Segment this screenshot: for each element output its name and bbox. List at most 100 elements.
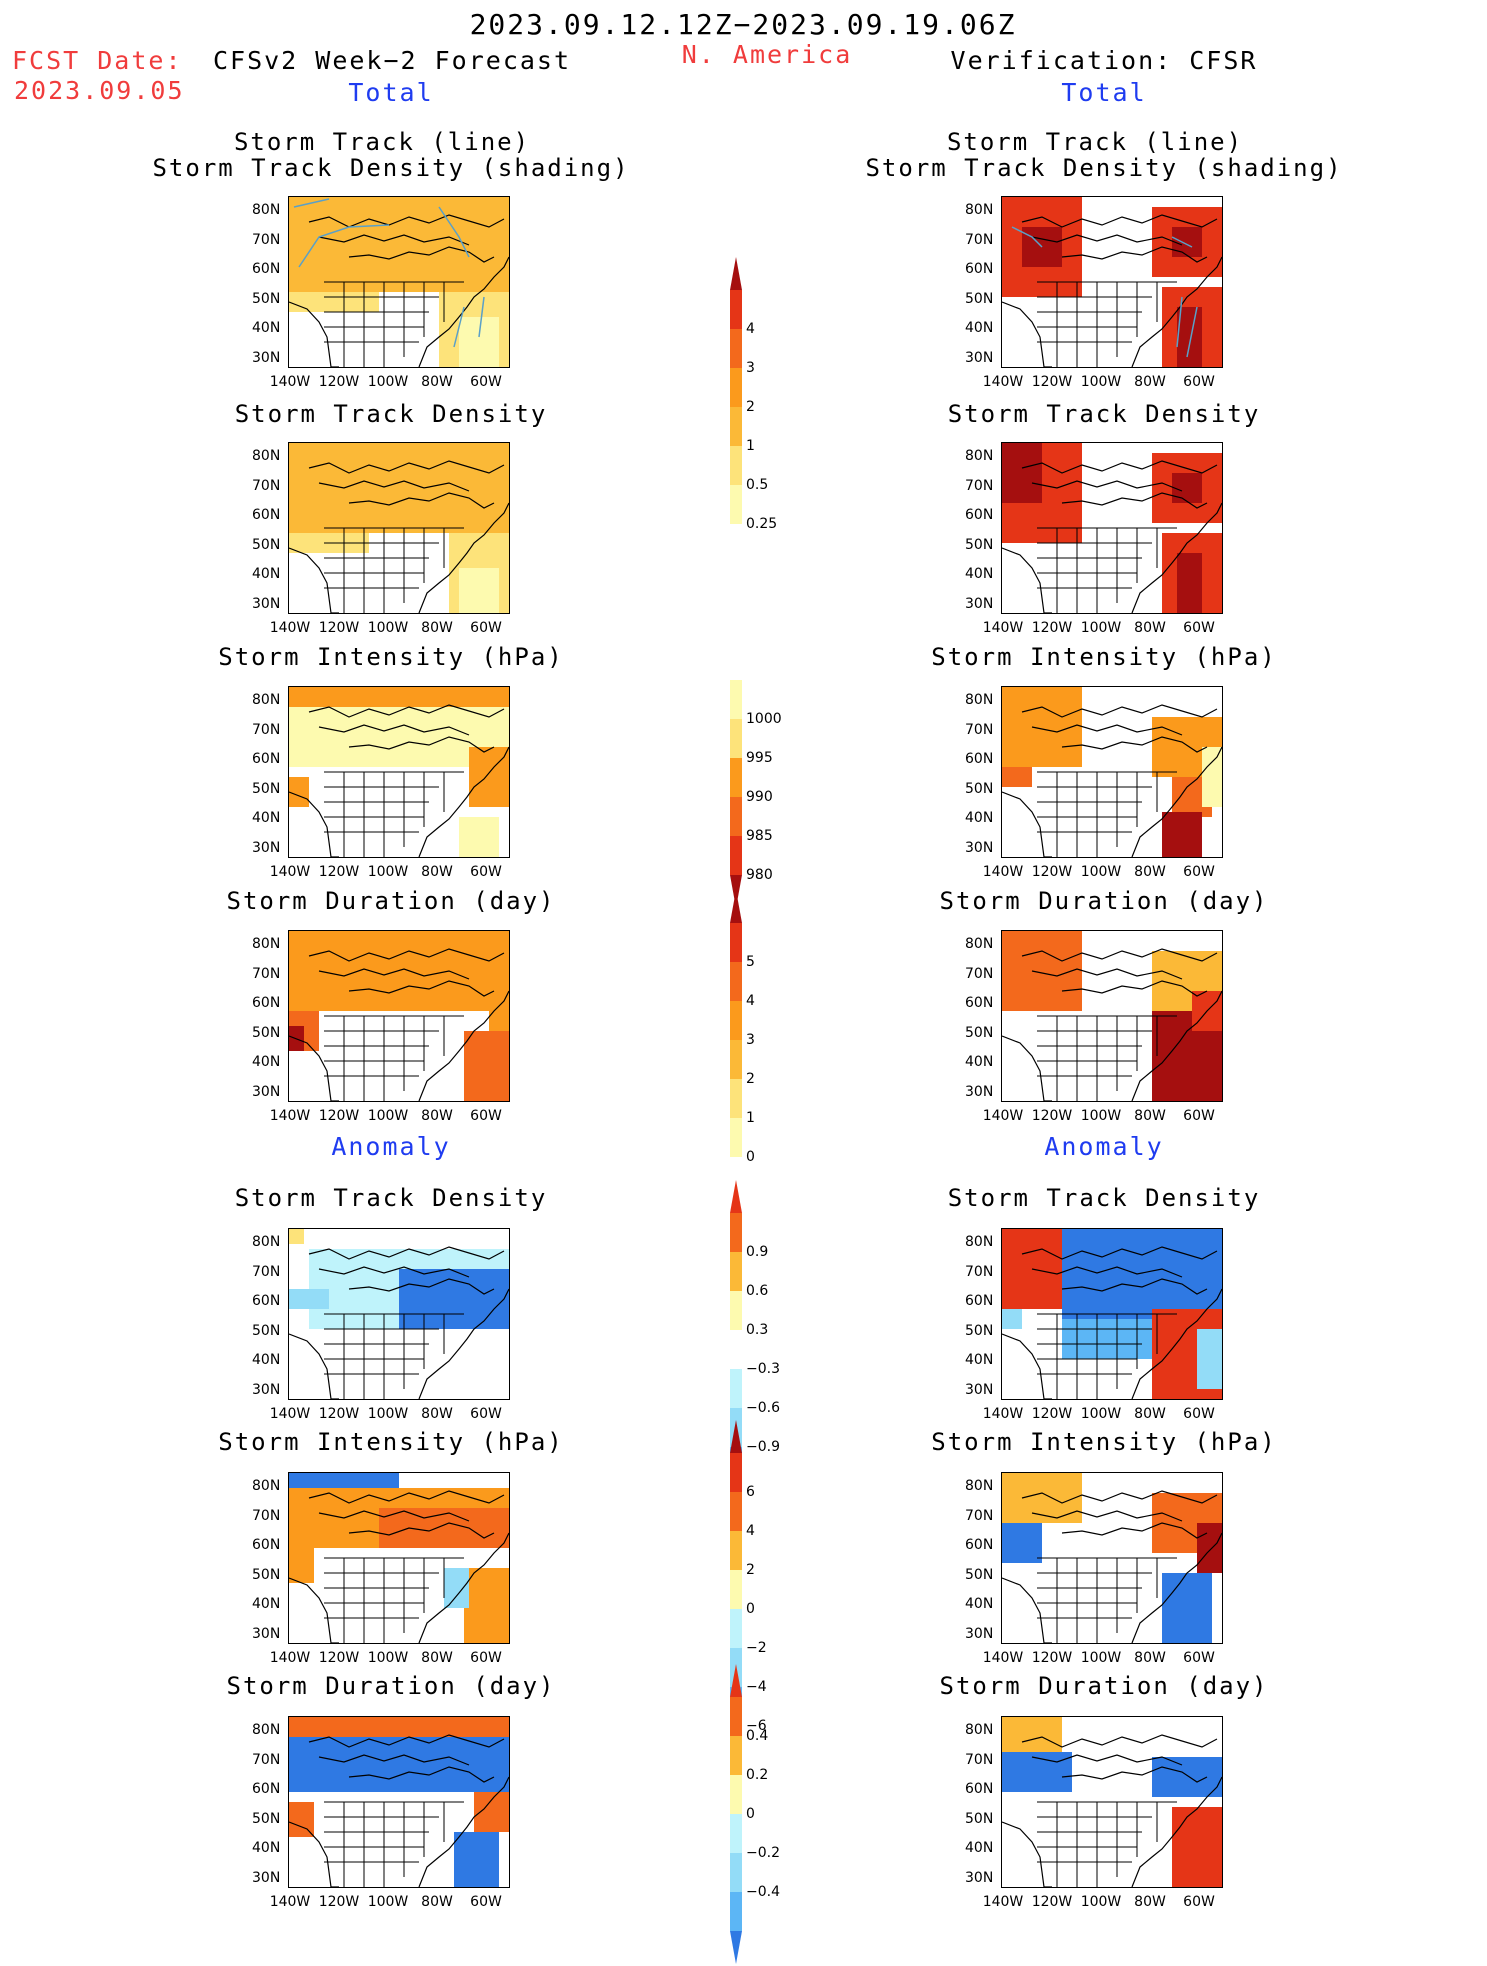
- map-svg: [289, 1229, 509, 1399]
- lat-label: 70N: [252, 721, 281, 738]
- shading-patch: [289, 687, 509, 707]
- colorbar-label: 5: [746, 954, 755, 970]
- colorbar-label: 2: [746, 399, 755, 415]
- lat-label: 50N: [965, 1322, 994, 1339]
- map-svg: [289, 687, 509, 857]
- shading-patch: [444, 1568, 469, 1608]
- colorbar-label: 995: [746, 750, 773, 766]
- lon-label: 80W: [1134, 374, 1166, 390]
- colorbar-label: 2: [746, 1562, 755, 1578]
- coastline: [1002, 460, 1222, 613]
- colorbar-segment: [730, 1118, 742, 1157]
- map-svg: [1002, 1229, 1222, 1399]
- verification-title: Verification: CFSR: [950, 46, 1258, 75]
- colorbar-segment: [730, 290, 742, 329]
- lat-label: 80N: [252, 1234, 281, 1250]
- lat-label: 70N: [965, 231, 994, 248]
- coastline: [1002, 1490, 1222, 1643]
- lat-label: 70N: [965, 1263, 994, 1280]
- colorbar-label: 990: [746, 789, 773, 805]
- shading-patch: [289, 777, 309, 807]
- lon-label: 60W: [470, 620, 502, 636]
- map-svg: [1002, 197, 1222, 367]
- title-intensity-left: Storm Intensity (hPa): [218, 643, 564, 671]
- state-boundaries: [324, 1015, 464, 1101]
- map-svg: [1002, 687, 1222, 857]
- map-svg: [289, 1473, 509, 1643]
- colorbar-label: 0: [746, 1149, 755, 1165]
- lon-label: 60W: [1183, 374, 1215, 390]
- shading-patch: [1177, 553, 1202, 613]
- lon-label: 120W: [1031, 1894, 1073, 1910]
- colorbar-segment: [730, 1492, 742, 1531]
- colorbar-segment: [730, 1330, 742, 1369]
- lon-label: 100W: [1080, 1894, 1122, 1910]
- lon-label: 60W: [1183, 620, 1215, 636]
- lon-label: 60W: [470, 1894, 502, 1910]
- lon-label: 140W: [269, 1650, 311, 1666]
- lon-label: 80W: [1134, 1650, 1166, 1666]
- shading-patch: [1172, 227, 1202, 257]
- lon-label: 140W: [269, 1406, 311, 1422]
- lon-label: 60W: [470, 864, 502, 880]
- lon-label: 120W: [318, 1108, 360, 1124]
- lon-label: 80W: [421, 1650, 453, 1666]
- lat-label: 70N: [965, 965, 994, 982]
- lat-label: 80N: [965, 202, 994, 218]
- lon-label: 100W: [367, 1894, 409, 1910]
- section-total-left: Total: [348, 78, 434, 107]
- colorbar-label: 4: [746, 321, 755, 337]
- title-intensity-anom-left: Storm Intensity (hPa): [218, 1428, 564, 1456]
- lon-label: 60W: [1183, 1650, 1215, 1666]
- map-svg: [289, 931, 509, 1101]
- state-boundaries: [1037, 1313, 1177, 1399]
- shading-patch: [1002, 687, 1082, 767]
- lat-label: 60N: [252, 1537, 281, 1553]
- lon-label: 140W: [982, 620, 1024, 636]
- storm-track-lines: [293, 198, 485, 348]
- shading-patch: [459, 817, 499, 857]
- shading-patch: [1002, 1523, 1042, 1563]
- lon-label: 100W: [367, 374, 409, 390]
- colorbar-label: 3: [746, 360, 755, 376]
- colorbar-label: 6: [746, 1484, 755, 1500]
- coastline: [289, 948, 509, 1101]
- shading-patch: [289, 443, 509, 533]
- region-label: N. America: [681, 40, 853, 69]
- colorbar-segment: [730, 1853, 742, 1892]
- colorbar-segment: [730, 1531, 742, 1570]
- map-left-3: [288, 930, 510, 1102]
- colorbar-label: 0.6: [746, 1283, 769, 1299]
- title-track-density-anom-left: Storm Track Density: [234, 1184, 548, 1212]
- lon-label: 120W: [318, 1406, 360, 1422]
- lat-label: 80N: [252, 1478, 281, 1494]
- colorbar-segment: [730, 1252, 742, 1291]
- lon-label: 140W: [982, 864, 1024, 880]
- colorbar-segment: [730, 923, 742, 962]
- shading-patch: [1002, 767, 1032, 787]
- colorbar-segment: [730, 407, 742, 446]
- colorbar-label: −0.9: [746, 1439, 780, 1455]
- lat-label: 60N: [965, 751, 994, 767]
- lon-label: 100W: [1080, 620, 1122, 636]
- lat-label: 80N: [965, 448, 994, 464]
- shading-patch: [1002, 931, 1082, 1011]
- shading-patch: [1002, 1752, 1072, 1792]
- shading-patch: [1202, 747, 1222, 807]
- state-boundaries: [1037, 771, 1177, 857]
- lat-label: 30N: [252, 839, 281, 856]
- lat-label: 60N: [252, 1781, 281, 1797]
- shading-patch: [459, 317, 499, 367]
- lon-label: 140W: [269, 620, 311, 636]
- lon-label: 120W: [318, 620, 360, 636]
- lon-label: 60W: [470, 1650, 502, 1666]
- lon-label: 100W: [367, 1650, 409, 1666]
- colorbar-duration-total: [730, 890, 742, 1157]
- state-boundaries: [324, 1801, 464, 1887]
- shading-patch: [474, 1792, 509, 1832]
- coastline: [289, 214, 509, 367]
- state-boundaries: [1037, 1015, 1177, 1101]
- lat-label: 40N: [965, 1596, 994, 1612]
- lat-label: 50N: [965, 536, 994, 553]
- coastline: [1002, 704, 1222, 857]
